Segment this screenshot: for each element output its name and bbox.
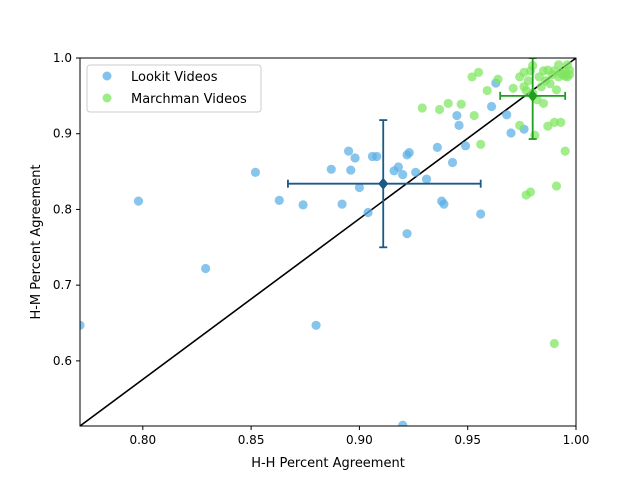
scatter-points	[80, 60, 575, 426]
y-axis-ticks: 0.6 0.7 0.8 0.9 1.0	[53, 51, 80, 368]
lookit-point	[80, 320, 85, 330]
x-tick-label: 0.95	[454, 433, 481, 447]
lookit-point	[421, 174, 432, 184]
lookit-point	[393, 162, 403, 172]
marchman-point	[515, 120, 525, 130]
lookit-point	[402, 229, 412, 239]
y-tick-label: 0.8	[53, 202, 72, 216]
legend-label-marchman: Marchman Videos	[131, 92, 247, 107]
lookit-point	[454, 120, 464, 130]
marchman-point	[549, 117, 559, 127]
lookit-point	[372, 151, 382, 162]
x-tick-label: 0.90	[346, 433, 373, 447]
lookit-point	[343, 146, 354, 156]
plot-frame	[79, 57, 577, 427]
lookit-point	[411, 167, 421, 177]
x-tick-label: 0.80	[129, 433, 156, 447]
lookit-point	[337, 199, 347, 209]
lookit-point	[363, 207, 373, 218]
marchman-point	[545, 79, 555, 89]
legend-marker-marchman	[102, 93, 112, 103]
x-axis-ticks: 0.80 0.85 0.90 0.95 1.00	[129, 426, 589, 447]
legend-box	[86, 64, 262, 113]
plot-area	[80, 58, 576, 426]
marchman-point	[469, 110, 479, 121]
marchman-point	[456, 99, 466, 109]
legend-label-lookit: Lookit Videos	[131, 70, 218, 85]
lookit-point	[460, 141, 471, 151]
marchman-point	[467, 72, 477, 82]
lookit-point	[502, 110, 512, 120]
marchman-point	[523, 76, 533, 86]
x-tick-label: 1.00	[563, 433, 590, 447]
reference-line	[80, 58, 576, 426]
marchman-mean-marker	[527, 89, 538, 102]
marchman-point	[443, 98, 453, 109]
lookit-point	[274, 195, 284, 205]
marchman-point	[473, 67, 484, 77]
y-tick-label: 0.7	[53, 278, 72, 292]
lookit-point	[133, 196, 144, 206]
lookit-point	[326, 164, 336, 174]
marchman-point	[562, 60, 572, 70]
lookit-point	[476, 209, 486, 219]
legend-marker-lookit	[102, 71, 112, 81]
lookit-point	[432, 142, 442, 152]
lookit-point	[447, 157, 458, 168]
lookit-point	[346, 165, 356, 175]
marchman-point	[482, 85, 492, 96]
lookit-point	[311, 320, 321, 330]
marchman-point	[549, 338, 559, 349]
marchman-point	[525, 187, 536, 197]
lookit-point	[201, 263, 211, 274]
marchman-point	[551, 85, 562, 95]
marchman-point	[560, 146, 570, 156]
y-tick-label: 0.6	[53, 354, 72, 368]
x-axis-label: H-H Percent Agreement	[251, 456, 405, 471]
marchman-point	[551, 181, 562, 191]
lookit-mean-marker	[378, 177, 389, 190]
lookit-point	[486, 101, 497, 112]
marchman-point	[564, 70, 575, 80]
lookit-point	[298, 200, 308, 210]
lookit-point	[398, 170, 408, 180]
lookit-point	[350, 153, 360, 163]
marchman-point	[417, 103, 427, 113]
y-axis-label: H-M Percent Agreement	[29, 164, 44, 319]
lookit-point	[452, 110, 462, 121]
lookit-point	[250, 167, 261, 177]
marchman-point	[508, 83, 518, 93]
lookit-point	[404, 148, 414, 158]
lookit-point	[439, 199, 449, 209]
y-tick-label: 0.9	[53, 127, 72, 141]
marchman-point	[476, 139, 486, 149]
marchman-point	[554, 60, 564, 70]
lookit-point	[398, 420, 408, 426]
marchman-point	[538, 98, 549, 109]
lookit-point	[506, 128, 516, 138]
lookit-point	[354, 182, 365, 193]
x-tick-label: 0.85	[238, 433, 265, 447]
y-tick-label: 1.0	[53, 51, 72, 65]
marchman-point	[493, 74, 503, 84]
legend: Lookit Videos Marchman Videos	[86, 64, 262, 113]
error-bars	[287, 58, 567, 249]
marchman-point	[556, 117, 566, 127]
marchman-point	[434, 104, 445, 115]
